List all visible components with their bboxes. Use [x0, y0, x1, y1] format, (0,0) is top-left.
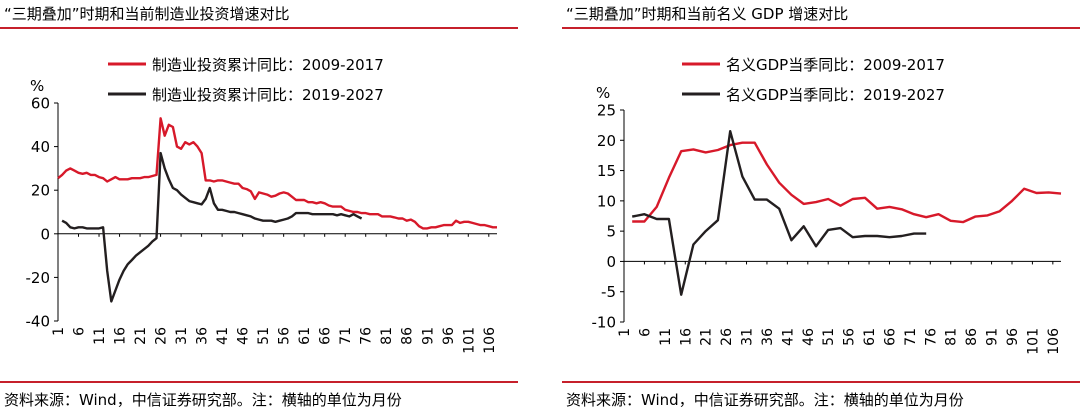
x-tick-label: 76	[359, 327, 375, 345]
y-tick-label: 15	[597, 162, 616, 180]
y-tick-label: 0	[606, 253, 616, 271]
y-tick-label: -5	[601, 283, 616, 301]
x-tick-label: 11	[92, 327, 108, 345]
series-line-1	[57, 117, 497, 230]
x-tick-label: 71	[903, 328, 919, 346]
legend-label-1: 制造业投资累计同比：2009-2017	[152, 56, 384, 74]
x-tick-label: 31	[174, 327, 190, 345]
y-tick-label: -20	[26, 269, 51, 287]
title-divider	[0, 27, 518, 29]
x-tick-label: 86	[964, 328, 980, 346]
x-tick-label: 71	[338, 327, 354, 345]
y-tick-label: 25	[597, 102, 616, 120]
x-tick-label: 101	[1025, 328, 1041, 355]
x-tick-label: 66	[318, 327, 334, 345]
series-line-1	[632, 141, 1062, 224]
x-tick-label: 16	[113, 327, 129, 345]
x-tick-label: 46	[801, 328, 817, 346]
x-tick-label: 66	[882, 328, 898, 346]
chart-title: “三期叠加”时期和当前名义 GDP 增速对比	[566, 5, 849, 23]
y-tick-label: -10	[592, 314, 617, 332]
x-tick-label: 31	[740, 328, 756, 346]
legend-label-2: 名义GDP当季同比：2019-2027	[726, 86, 945, 104]
title-divider	[562, 27, 1080, 29]
x-tick-label: 26	[154, 327, 170, 345]
series-line-2	[631, 130, 927, 296]
x-tick-label: 61	[297, 327, 313, 345]
x-tick-label: 46	[236, 327, 252, 345]
x-tick-label: 56	[277, 327, 293, 345]
series-line-2	[61, 151, 363, 303]
chart-panel-right: “三期叠加”时期和当前名义 GDP 增速对比 -10 -5 0 5 10 15 20 25% 1…	[562, 0, 1080, 417]
source-divider	[562, 381, 1080, 383]
x-tick-label: 16	[678, 328, 694, 346]
y-tick-label: 60	[31, 95, 50, 113]
y-tick-label: 20	[31, 182, 50, 200]
x-tick-label: 61	[862, 328, 878, 346]
y-tick-label: 10	[597, 192, 616, 210]
x-tick-label: 76	[923, 328, 939, 346]
chart-title: “三期叠加”时期和当前制造业投资增速对比	[4, 5, 290, 23]
x-tick-label: 41	[780, 328, 796, 346]
x-tick-label: 86	[400, 327, 416, 345]
x-tick-label: 56	[842, 328, 858, 346]
y-tick-label: 20	[597, 132, 616, 150]
x-tick-label: 81	[944, 328, 960, 346]
y-tick-label: -40	[26, 313, 51, 331]
x-tick-label: 96	[1005, 328, 1021, 346]
legend-label-2: 制造业投资累计同比：2019-2027	[152, 86, 384, 104]
x-tick-label: 51	[256, 327, 272, 345]
x-tick-label: 36	[195, 327, 211, 345]
x-tick-label: 1	[617, 328, 633, 337]
x-tick-label: 21	[699, 328, 715, 346]
x-tick-label: 36	[760, 328, 776, 346]
source-divider	[0, 381, 518, 383]
y-tick-label: 5	[606, 223, 616, 241]
x-tick-label: 91	[985, 328, 1001, 346]
x-tick-label: 106	[1046, 328, 1062, 355]
x-tick-label: 106	[482, 327, 498, 354]
source-note: 资料来源：Wind，中信证券研究部。注：横轴的单位为月份	[566, 391, 964, 409]
x-tick-label: 96	[441, 327, 457, 345]
x-tick-label: 26	[719, 328, 735, 346]
y-tick-label: 0	[40, 225, 50, 243]
x-tick-label: 91	[420, 327, 436, 345]
x-tick-label: 11	[658, 328, 674, 346]
legend-label-1: 名义GDP当季同比：2009-2017	[726, 56, 945, 74]
x-tick-label: 51	[821, 328, 837, 346]
x-tick-label: 21	[133, 327, 149, 345]
y-unit-label: %	[30, 77, 44, 95]
chart-panel-left: “三期叠加”时期和当前制造业投资增速对比 -40 -20 0 20 40 60% 1 6 11 1…	[0, 0, 525, 417]
x-tick-label: 101	[461, 327, 477, 354]
y-tick-label: 40	[31, 138, 50, 156]
x-tick-label: 6	[637, 328, 653, 337]
x-tick-label: 81	[379, 327, 395, 345]
x-tick-label: 41	[215, 327, 231, 345]
x-tick-label: 6	[72, 327, 88, 336]
source-note: 资料来源：Wind，中信证券研究部。注：横轴的单位为月份	[4, 391, 402, 409]
y-unit-label: %	[596, 84, 610, 102]
x-tick-label: 1	[51, 327, 67, 336]
